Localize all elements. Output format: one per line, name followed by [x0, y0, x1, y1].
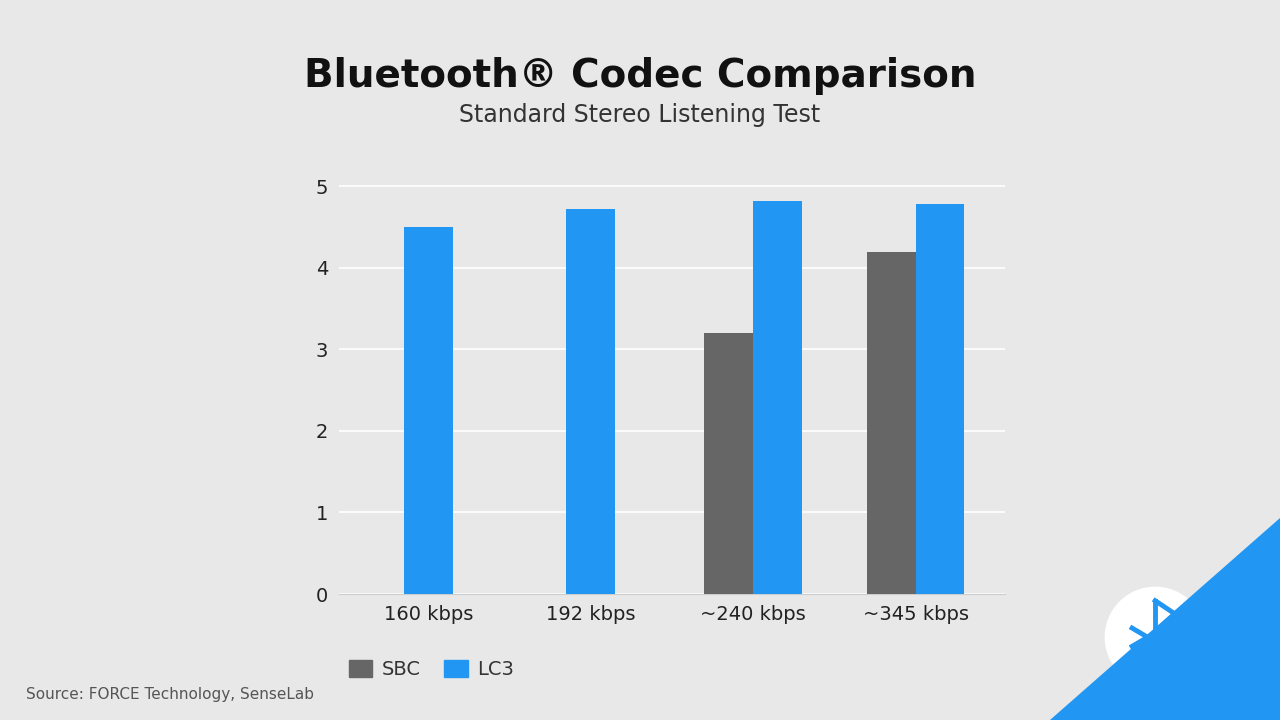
Bar	[753, 201, 801, 594]
Text: Standard Stereo Listening Test: Standard Stereo Listening Test	[460, 103, 820, 127]
Bar	[704, 333, 753, 594]
Circle shape	[1106, 588, 1204, 687]
Text: Bluetooth® Codec Comparison: Bluetooth® Codec Comparison	[303, 57, 977, 94]
Bar	[867, 252, 915, 594]
Bar	[567, 210, 616, 594]
Bar	[404, 228, 453, 594]
Text: Source: FORCE Technology, SenseLab: Source: FORCE Technology, SenseLab	[26, 687, 314, 702]
Bar	[915, 204, 964, 594]
Legend: SBC, LC3: SBC, LC3	[349, 660, 515, 679]
